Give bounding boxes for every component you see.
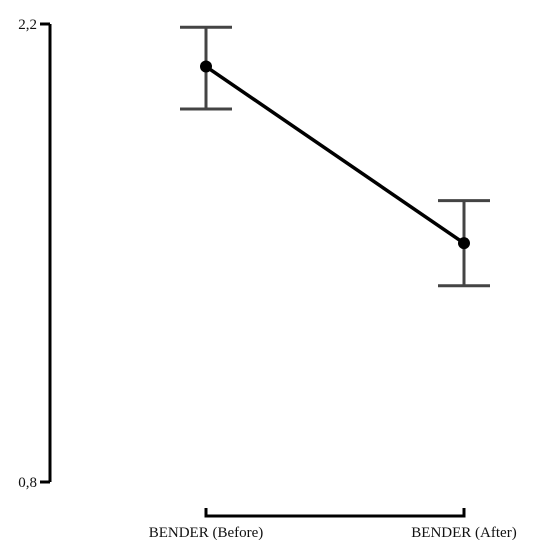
x-axis xyxy=(204,508,466,518)
x-category-label: BENDER (Before) xyxy=(149,525,264,540)
x-axis-bracket xyxy=(204,508,466,518)
labels: BENDER (Before) BENDER (After) xyxy=(149,525,517,540)
series xyxy=(200,60,470,250)
x-category-label: BENDER (After) xyxy=(411,525,516,540)
series-line xyxy=(205,65,465,245)
y-tick-label: 2,2 xyxy=(18,17,37,33)
data-point xyxy=(458,237,470,250)
data-point xyxy=(200,60,212,73)
y-tick-label: 0,8 xyxy=(18,475,37,491)
y-axis: 0,8 2,2 xyxy=(18,17,52,491)
